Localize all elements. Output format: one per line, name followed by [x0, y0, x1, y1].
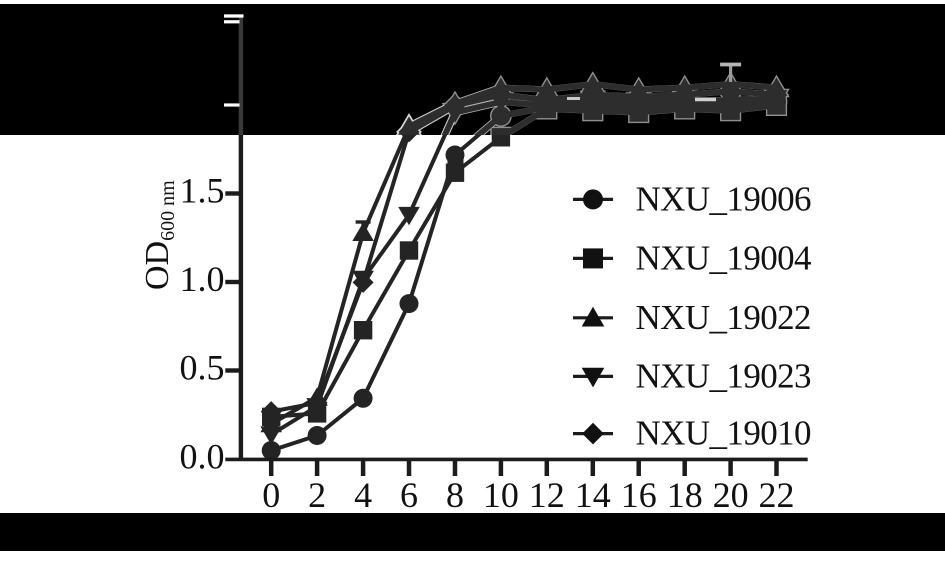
svg-text:16: 16 — [621, 475, 657, 515]
svg-text:0.5: 0.5 — [180, 348, 225, 388]
svg-text:12: 12 — [529, 475, 565, 515]
svg-text:NXU_19022: NXU_19022 — [636, 298, 811, 337]
svg-text:18: 18 — [667, 475, 703, 515]
svg-text:8: 8 — [446, 475, 464, 515]
svg-text:0.0: 0.0 — [180, 436, 225, 476]
svg-text:14: 14 — [575, 475, 611, 515]
svg-text:NXU_19006: NXU_19006 — [636, 179, 812, 218]
svg-text:1.0: 1.0 — [180, 259, 225, 299]
svg-text:NXU_19010: NXU_19010 — [636, 414, 812, 453]
svg-text:2: 2 — [308, 475, 326, 515]
svg-text:10: 10 — [483, 475, 519, 515]
svg-text:22: 22 — [759, 475, 795, 515]
svg-text:6: 6 — [400, 475, 418, 515]
svg-text:0: 0 — [262, 475, 280, 515]
svg-text:4: 4 — [354, 475, 372, 515]
svg-text:20: 20 — [713, 475, 749, 515]
svg-text:NXU_19023: NXU_19023 — [636, 356, 812, 395]
svg-text:NXU_19004: NXU_19004 — [636, 238, 812, 277]
svg-text:1.5: 1.5 — [180, 171, 225, 211]
